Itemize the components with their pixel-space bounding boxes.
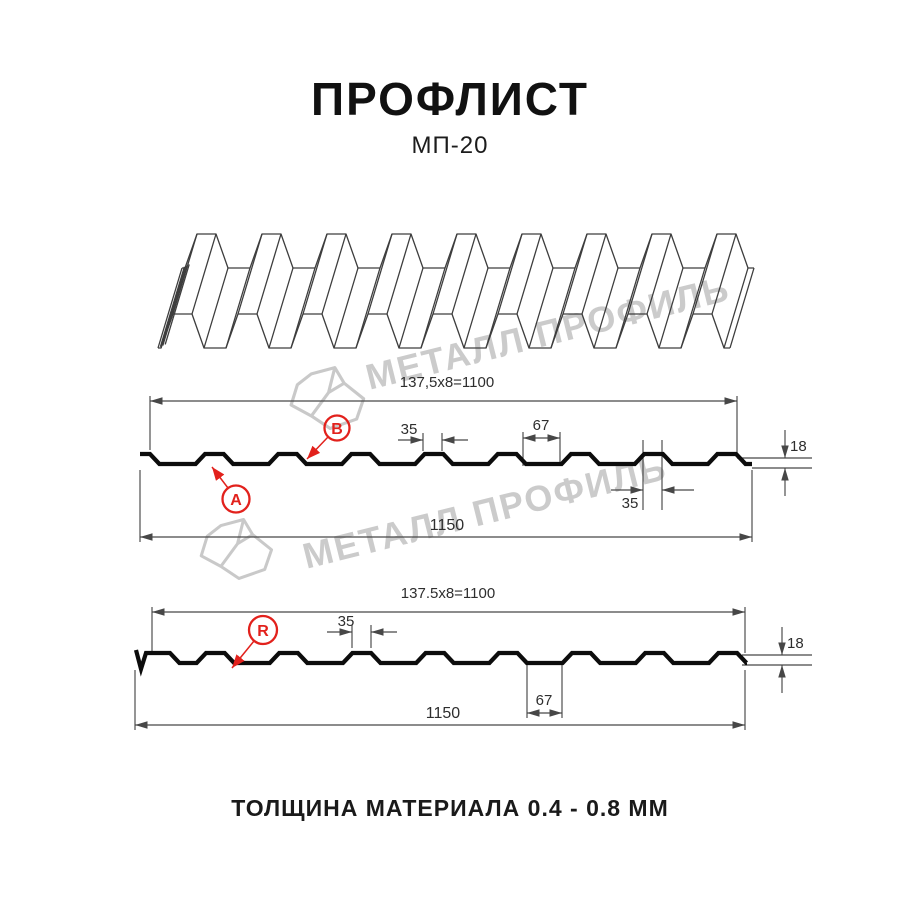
sheet-rib-line — [627, 233, 653, 315]
sheet-cut-edge-line — [164, 264, 190, 345]
dim-trough-width-label: 67 — [536, 692, 553, 709]
sheet-rib-line — [386, 233, 412, 315]
sheet-rib-line — [225, 267, 251, 349]
sheet-rib-line — [593, 267, 619, 349]
label-r-text: R — [257, 623, 269, 640]
sheet-cut-edge-line — [162, 265, 188, 346]
dim-trough-width-label: 67 — [533, 417, 550, 434]
sheet-rib-line — [658, 267, 684, 349]
dim-total-width-label: 1150 — [426, 705, 461, 722]
label-a-text: A — [230, 492, 242, 509]
sheet-rib-line — [646, 233, 672, 315]
sheet-rib-line — [321, 233, 347, 315]
sheet-rib-line — [333, 267, 359, 349]
sheet-rib-line — [680, 267, 706, 349]
sheet-rib-lines — [157, 233, 755, 349]
label-b-leader — [306, 436, 329, 460]
sheet-rib-line — [451, 233, 477, 315]
label-b-text: B — [331, 421, 343, 438]
sheet-rib-line — [711, 233, 737, 315]
dim-crest-width-label: 35 — [401, 421, 418, 438]
cross-section-diagram-r: 137.5x8=1100 35 18 67 1150 R — [133, 585, 812, 730]
sheet-rib-line — [723, 267, 749, 349]
label-b-marker — [323, 414, 351, 442]
sheet-rib-line — [463, 267, 489, 349]
sheet-rib-line — [290, 267, 316, 349]
sheet-rib-line — [256, 233, 282, 315]
sheet-rib-line — [420, 267, 446, 349]
label-r-marker — [247, 614, 279, 646]
product-code: МП-20 — [411, 132, 489, 159]
sheet-rib-line — [485, 267, 511, 349]
sheet-rib-line — [516, 233, 542, 315]
sheet-rib-line — [191, 233, 217, 315]
sheet-rib-line — [615, 267, 641, 349]
sheet-rib-line — [581, 233, 607, 315]
sheet-rib-line — [528, 267, 554, 349]
sheet-rib-line — [172, 233, 198, 315]
profile-3d-drawing — [157, 233, 755, 349]
dim-working-width-label: 137.5x8=1100 — [401, 585, 495, 602]
sheet-rib-line — [398, 267, 424, 349]
dim-working-width-label: 137,5x8=1100 — [400, 374, 494, 391]
sheet-cut-edge — [159, 264, 190, 347]
dim-height-label: 18 — [787, 635, 804, 652]
label-r-leader — [231, 640, 255, 669]
thickness-note: ТОЛЩИНА МАТЕРИАЛА 0.4 - 0.8 ММ — [231, 795, 669, 821]
sheet-rib-line — [692, 233, 718, 315]
sheet-rib-line — [367, 233, 393, 315]
sheet-cut-edge-line — [159, 266, 186, 347]
sheet-rib-line — [157, 267, 183, 349]
sheet-rib-line — [237, 233, 263, 315]
cross-section-diagram-ab: 137,5x8=1100 35 67 18 35 1150 — [139, 374, 812, 542]
label-a-leader — [211, 466, 229, 489]
sheet-rib-line — [160, 267, 186, 349]
sheet-near-edge — [158, 313, 730, 349]
profile-outline — [140, 451, 752, 467]
page-title: ПРОФЛИСТ — [311, 73, 589, 125]
sheet-rib-line — [268, 267, 294, 349]
sheet-rib-line — [355, 267, 381, 349]
sheet-rib-line — [203, 267, 229, 349]
sheet-rib-line — [562, 233, 588, 315]
dim-crest-width-label: 35 — [338, 613, 355, 630]
sheet-rib-line — [497, 233, 523, 315]
sheet-rib-line — [729, 267, 755, 349]
dim-total-width-label: 1150 — [430, 517, 465, 534]
label-a-marker — [221, 484, 251, 514]
profile-outline — [133, 649, 749, 677]
sheet-rib-line — [550, 267, 576, 349]
sheet-rib-line — [302, 233, 328, 315]
sheet-rib-line — [432, 233, 458, 315]
sheet-far-edge — [182, 233, 754, 269]
dim-crest-bottom-label: 35 — [622, 495, 639, 512]
dim-height-label: 18 — [790, 438, 807, 455]
